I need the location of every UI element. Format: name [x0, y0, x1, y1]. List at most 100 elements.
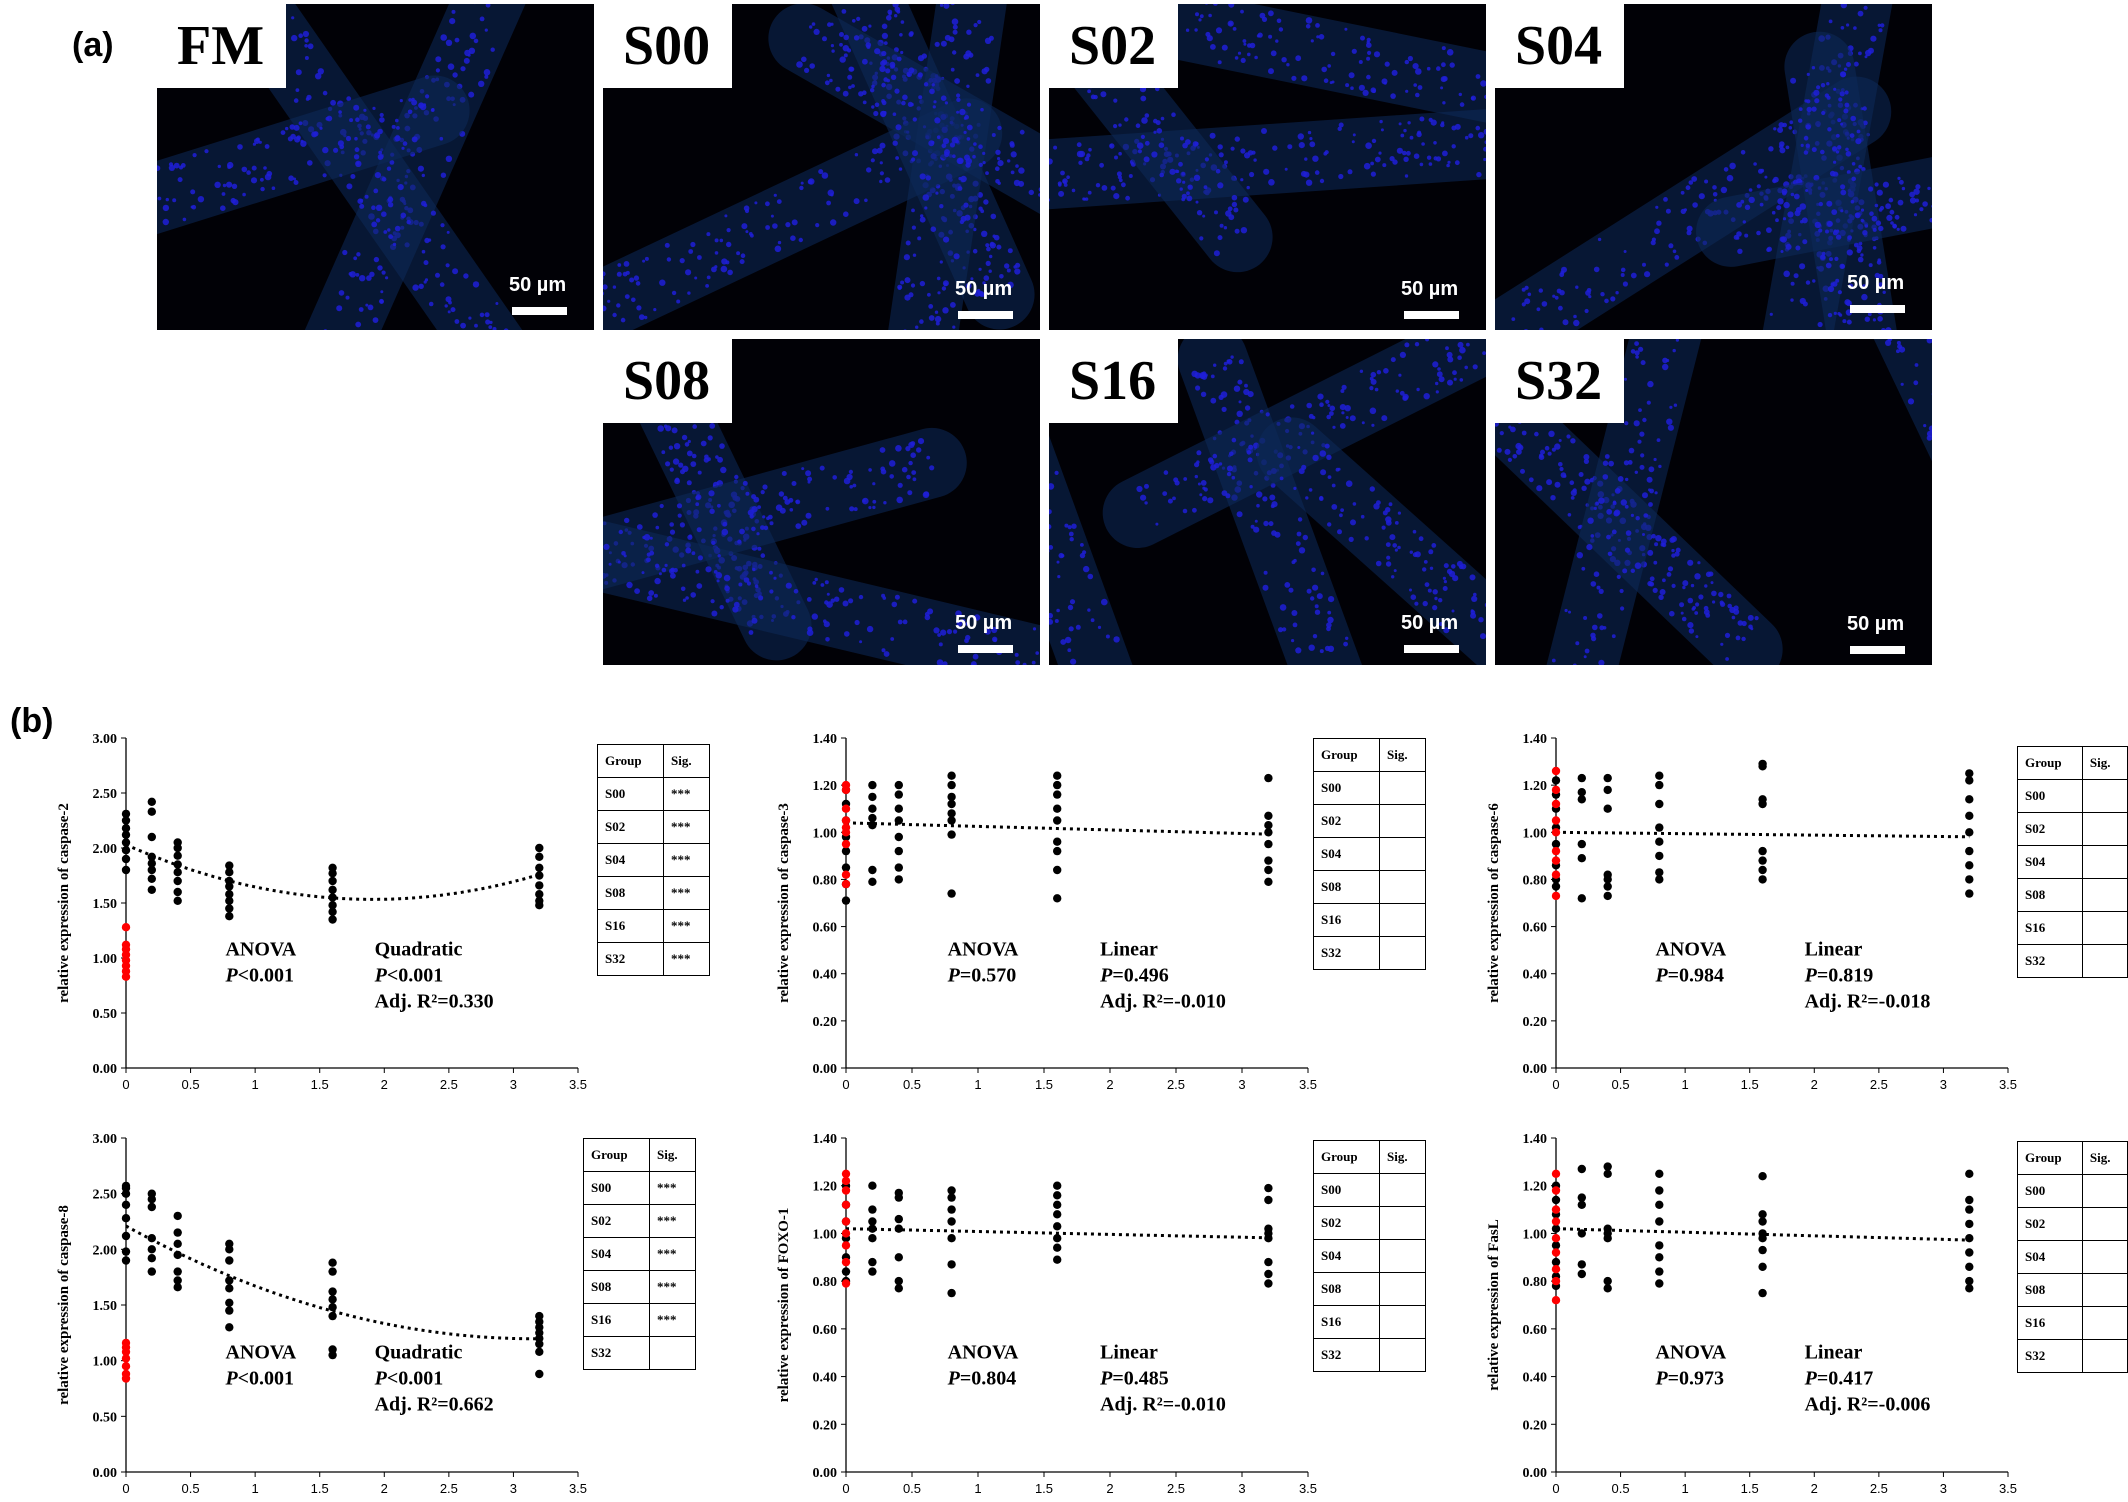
data-point: [173, 876, 182, 886]
control-point: [1551, 1186, 1561, 1195]
data-point: [147, 865, 156, 875]
x-tick-label: 3: [1238, 1481, 1245, 1496]
data-point: [1655, 1200, 1664, 1209]
table-group-cell: S32: [1313, 936, 1380, 970]
data-point: [841, 1267, 851, 1276]
data-point: [535, 881, 544, 890]
data-point: [225, 904, 234, 913]
table-group-cell: S32: [2017, 1339, 2083, 1373]
data-point: [173, 1283, 182, 1292]
data-point: [328, 901, 337, 910]
table-group-cell: S16: [583, 1303, 650, 1337]
data-point: [1551, 776, 1561, 785]
data-point: [1655, 837, 1664, 846]
table-row: S16: [1313, 1305, 1426, 1339]
data-point: [947, 792, 956, 802]
data-point: [1577, 1269, 1586, 1279]
data-point: [947, 1234, 956, 1243]
x-tick-label: 3.5: [1999, 1077, 2017, 1092]
y-tick-label: 2.00: [93, 842, 118, 857]
data-point: [1655, 1253, 1664, 1262]
data-point: [328, 915, 337, 924]
table-row: S16 ***: [597, 909, 710, 943]
x-tick-label: 2: [381, 1077, 388, 1092]
micrograph-group-label: S32: [1495, 339, 1625, 423]
data-point: [121, 816, 131, 825]
anova-label: ANOVA: [1655, 1341, 1726, 1363]
data-point: [147, 832, 156, 842]
data-point: [894, 832, 903, 842]
table-sig-cell: [2081, 1339, 2128, 1373]
x-tick-label: 2.5: [440, 1481, 458, 1496]
table-row: S04 ***: [597, 843, 710, 877]
y-tick-label: 2.50: [93, 1188, 118, 1203]
data-point: [1053, 1243, 1062, 1252]
control-point: [841, 1257, 851, 1267]
table-sig-cell: [2081, 1207, 2128, 1241]
control-point: [1551, 766, 1561, 776]
data-point: [1603, 1169, 1612, 1178]
table-header-cell: Group: [1313, 1140, 1380, 1174]
data-point: [225, 1323, 234, 1332]
data-point: [1577, 1193, 1586, 1202]
y-tick-label: 0.40: [813, 1371, 838, 1386]
data-point: [1053, 1234, 1062, 1243]
y-tick-label: 0.60: [813, 1323, 838, 1338]
table-header-row: Group Sig.: [1313, 1140, 1426, 1174]
anova-label: ANOVA: [948, 1341, 1019, 1363]
y-tick-label: 1.20: [813, 1180, 838, 1195]
table-sig-cell: [1379, 1173, 1426, 1207]
x-tick-label: 0: [122, 1077, 129, 1092]
table-group-cell: S00: [583, 1171, 650, 1205]
data-point: [173, 851, 182, 860]
data-point: [1577, 854, 1586, 863]
y-tick-label: 0.00: [1523, 1062, 1548, 1077]
x-tick-label: 1: [252, 1077, 259, 1092]
y-tick-label: 1.00: [1523, 1227, 1548, 1242]
table-group-cell: S00: [2017, 779, 2083, 813]
anova-p-value: P=0.804: [947, 1367, 1017, 1389]
control-point: [121, 1354, 131, 1363]
control-point: [841, 780, 851, 790]
data-point: [1965, 1205, 1974, 1214]
table-sig-cell: [2081, 779, 2128, 813]
table-group-cell: S04: [2017, 1240, 2083, 1274]
data-point: [1264, 1269, 1273, 1279]
data-point: [535, 1347, 544, 1356]
x-tick-label: 1.5: [311, 1481, 329, 1496]
table-row: S08: [1313, 1272, 1426, 1306]
data-point: [121, 824, 131, 833]
x-tick-label: 3.5: [569, 1481, 587, 1496]
control-point: [1551, 799, 1561, 809]
model-label: Linear: [1805, 1341, 1863, 1363]
x-tick-label: 3.5: [1999, 1481, 2017, 1496]
table-group-cell: S08: [583, 1270, 650, 1304]
data-point: [1603, 804, 1612, 813]
table-group-cell: S04: [1313, 1239, 1380, 1273]
data-point: [147, 807, 156, 816]
table-sig-cell: [2081, 1240, 2128, 1274]
data-point: [868, 813, 877, 823]
x-tick-label: 2: [1106, 1077, 1113, 1092]
y-tick-label: 3.00: [93, 732, 118, 747]
control-point: [841, 839, 851, 849]
y-tick-label: 1.50: [93, 1299, 118, 1314]
trend-line: [845, 1227, 1269, 1240]
significance-table-fasl: Group Sig. S00 S02 S04 S08 S16 S32: [2017, 1141, 2128, 1373]
data-point: [1758, 1245, 1767, 1255]
control-point: [841, 1186, 851, 1195]
data-point: [121, 1200, 131, 1209]
data-point: [147, 1202, 156, 1212]
data-point: [868, 1205, 877, 1214]
table-header-cell: Sig.: [2081, 746, 2128, 780]
table-header-row: Group Sig.: [583, 1138, 696, 1172]
micrograph-group-label: FM: [157, 4, 287, 88]
table-row: S16: [1313, 903, 1426, 937]
scale-bar-label: 50 µm: [1847, 613, 1905, 635]
data-point: [1758, 846, 1767, 856]
data-point: [1551, 1257, 1561, 1267]
data-point: [535, 863, 544, 872]
data-point: [1758, 856, 1767, 865]
table-group-cell: S16: [597, 909, 664, 943]
control-point: [1551, 1276, 1561, 1286]
